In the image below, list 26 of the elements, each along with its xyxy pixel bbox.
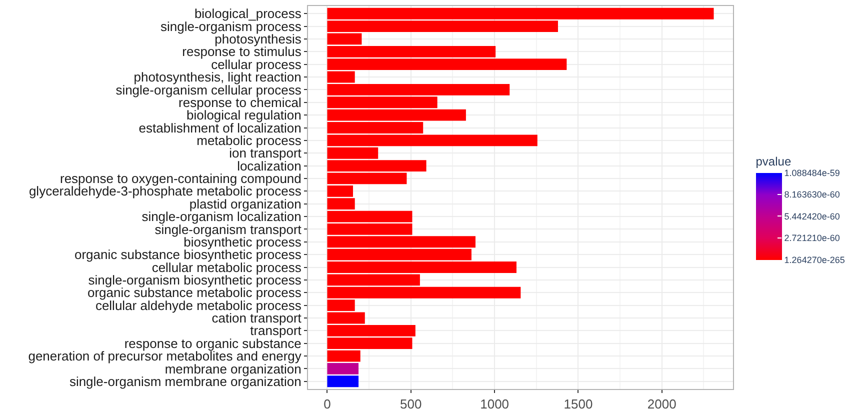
- color-bar-label: 8.163630e-60: [784, 190, 840, 200]
- x-tick-label: 0: [324, 396, 331, 412]
- color-bar-title: pvalue: [756, 154, 792, 169]
- y-tick-label: biological_process: [194, 6, 302, 22]
- y-tick-label: response to organic substance: [124, 336, 302, 351]
- color-bar-label: 5.442420e-60: [784, 211, 840, 222]
- color-bar-label: 1.264270e-265: [784, 254, 845, 265]
- y-tick-label: biological regulation: [186, 108, 302, 123]
- y-tick-label: response to oxygen-containing compound: [60, 171, 302, 186]
- x-tick-label: 2000: [647, 396, 676, 412]
- y-tick-label: localization: [237, 158, 302, 174]
- y-tick-label: photosynthesis, light reaction: [134, 70, 302, 85]
- y-tick-label: plastid organization: [189, 196, 302, 212]
- y-tick-label: photosynthesis: [214, 32, 302, 47]
- bar: [327, 376, 359, 388]
- x-tick-label: 500: [400, 396, 422, 412]
- y-tick-label: cation transport: [212, 310, 302, 326]
- color-bar-label: 1.088484e-59: [784, 168, 840, 178]
- color-bar-label: 2.721210e-60: [784, 233, 840, 244]
- y-tick-label: ion transport: [229, 146, 302, 161]
- x-tick-label: 1500: [564, 396, 593, 412]
- y-tick-label: metabolic process: [196, 132, 302, 148]
- y-tick-label: transport: [250, 323, 302, 338]
- y-tick-label: cellular process: [211, 56, 302, 72]
- x-tick-label: 1000: [480, 396, 510, 412]
- bar: [327, 363, 359, 374]
